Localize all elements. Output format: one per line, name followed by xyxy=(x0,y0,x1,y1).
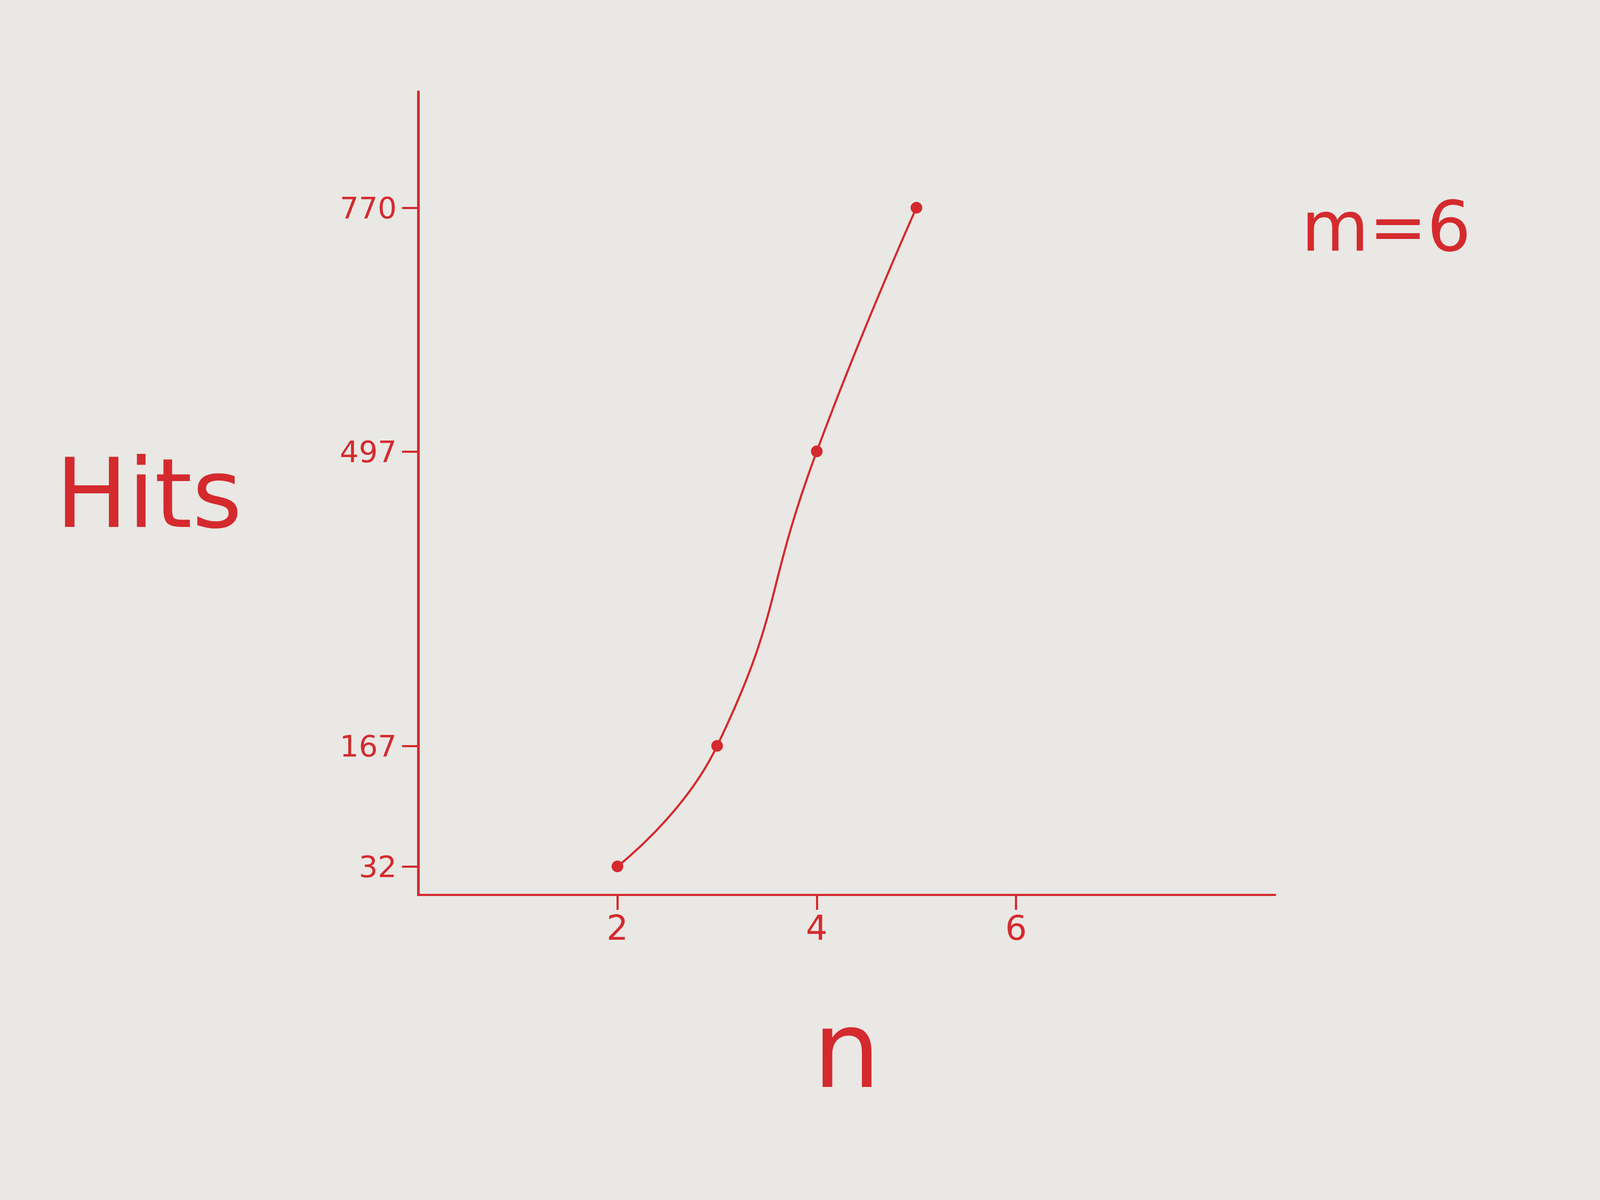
svg-text:6: 6 xyxy=(1005,908,1028,948)
svg-text:770: 770 xyxy=(339,190,397,226)
svg-text:497: 497 xyxy=(339,434,397,469)
svg-text:2: 2 xyxy=(606,908,629,948)
svg-text:32: 32 xyxy=(358,849,397,884)
svg-text:m=6: m=6 xyxy=(1301,186,1471,268)
svg-text:Hits: Hits xyxy=(55,437,243,550)
svg-text:4: 4 xyxy=(805,908,828,948)
svg-text:167: 167 xyxy=(339,728,397,764)
svg-text:n: n xyxy=(812,987,881,1112)
